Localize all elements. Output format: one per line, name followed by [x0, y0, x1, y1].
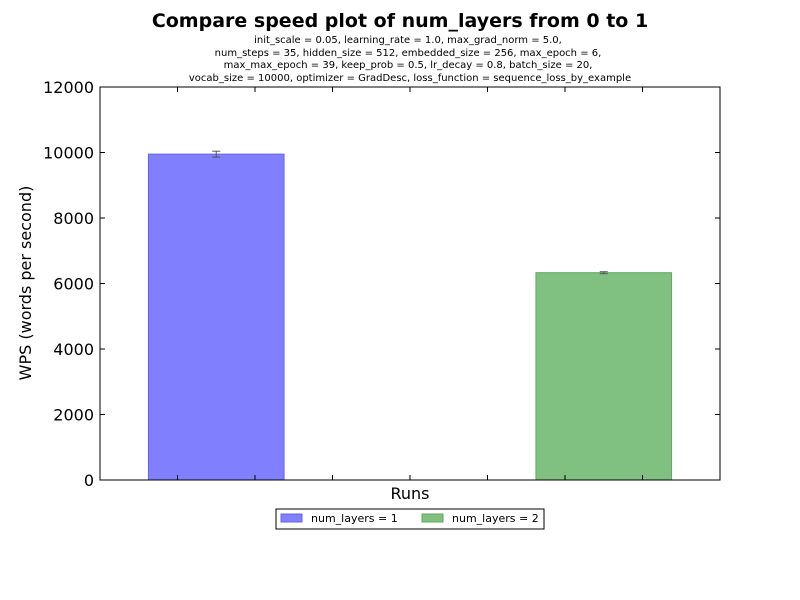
- legend-label-num-layers-2: num_layers = 2: [452, 512, 539, 525]
- subtitle-line: init_scale = 0.05, learning_rate = 1.0, …: [254, 35, 562, 46]
- x-axis-ticks: [177, 87, 643, 480]
- y-tick-label: 4000: [53, 340, 94, 359]
- bars-layer: [147, 153, 673, 481]
- y-tick-label: 10000: [43, 144, 94, 163]
- y-tick-label: 6000: [53, 275, 94, 294]
- y-tick-label: 12000: [43, 78, 94, 97]
- subtitle-line: max_max_epoch = 39, keep_prob = 0.5, lr_…: [224, 60, 593, 71]
- bar-2: [535, 272, 673, 481]
- bar-1: [147, 153, 285, 481]
- chart-subtitle: init_scale = 0.05, learning_rate = 1.0, …: [189, 35, 631, 84]
- legend: num_layers = 1 num_layers = 2: [275, 508, 545, 530]
- subtitle-line: vocab_size = 10000, optimizer = GradDesc…: [189, 73, 631, 84]
- error-bars-layer: [212, 150, 608, 275]
- subtitle-line: num_steps = 35, hidden_size = 512, embed…: [215, 48, 602, 59]
- y-tick-label: 0: [84, 471, 94, 490]
- chart-title: Compare speed plot of num_layers from 0 …: [152, 10, 648, 32]
- y-tick-label: 8000: [53, 209, 94, 228]
- legend-label-num-layers-1: num_layers = 1: [311, 512, 398, 525]
- y-tick-label: 2000: [53, 406, 94, 425]
- x-axis-label: Runs: [390, 484, 429, 503]
- legend-swatch-num-layers-2: [421, 513, 444, 523]
- legend-swatch-num-layers-1: [280, 513, 303, 523]
- legend-frame: [275, 508, 545, 530]
- y-axis-ticks: 0 2000 4000 6000 8000 10000 12000: [43, 78, 720, 490]
- y-axis-label: WPS (words per second): [16, 186, 35, 381]
